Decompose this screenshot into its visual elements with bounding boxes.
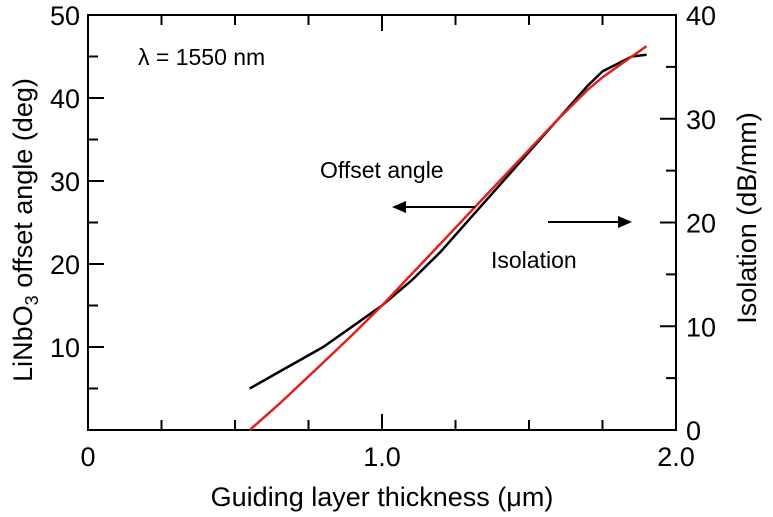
wavelength-annotation: λ = 1550 nm bbox=[138, 44, 265, 70]
y-right-tick-label: 0 bbox=[686, 416, 701, 446]
x-axis-title: Guiding layer thickness (μm) bbox=[211, 482, 554, 512]
offset-angle-line bbox=[249, 53, 647, 390]
offset-angle-arrow bbox=[392, 201, 475, 213]
y-right-tick-label: 20 bbox=[686, 209, 716, 239]
y-left-title-subscript: 3 bbox=[22, 295, 42, 305]
isolation-arrow bbox=[548, 216, 632, 228]
isolation-line bbox=[248, 45, 648, 431]
x-tick-label: 1.0 bbox=[363, 442, 401, 472]
y-left-tick-label: 40 bbox=[50, 84, 80, 114]
x-tick-label: 2.0 bbox=[657, 442, 695, 472]
y-right-tick-label: 30 bbox=[686, 105, 716, 135]
y-right-axis-title: Isolation (dB/mm) bbox=[732, 112, 762, 324]
y-left-tick-label: 10 bbox=[50, 333, 80, 363]
y-right-tick-label: 10 bbox=[686, 312, 716, 342]
x-axis-ticks: 0 1.0 2.0 bbox=[80, 15, 695, 472]
y-left-tick-label: 20 bbox=[50, 250, 80, 280]
y-right-tick-label: 40 bbox=[686, 1, 716, 31]
x-tick-label: 0 bbox=[80, 442, 95, 472]
y-right-axis-ticks: 0 10 20 30 40 bbox=[660, 1, 716, 446]
y-left-tick-label: 50 bbox=[50, 1, 80, 31]
y-left-axis-ticks: 10 20 30 40 50 bbox=[50, 1, 104, 390]
isolation-label: Isolation bbox=[491, 247, 577, 273]
y-left-axis-title: LiNbO3 offset angle (deg) bbox=[8, 78, 42, 382]
series-lines bbox=[248, 45, 648, 431]
offset-angle-label: Offset angle bbox=[320, 157, 444, 183]
y-left-tick-label: 30 bbox=[50, 167, 80, 197]
y-left-title-prefix: LiNbO bbox=[8, 305, 38, 382]
y-left-title-suffix: offset angle (deg) bbox=[8, 78, 38, 295]
